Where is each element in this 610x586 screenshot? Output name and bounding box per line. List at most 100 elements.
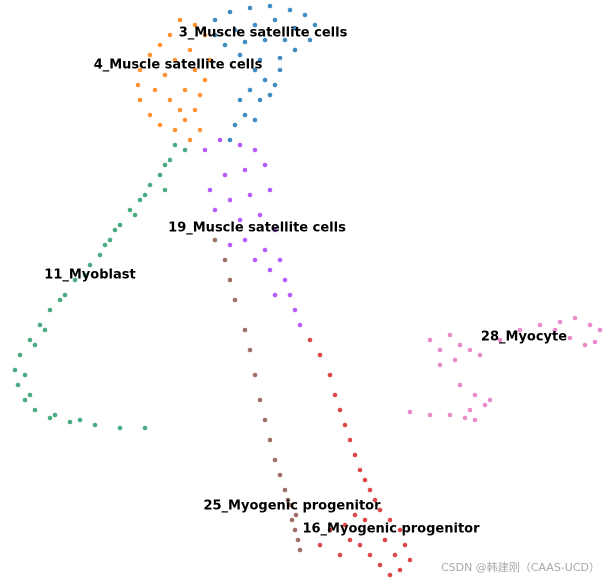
point bbox=[237, 142, 243, 148]
point bbox=[307, 37, 313, 43]
point bbox=[472, 417, 478, 423]
point bbox=[242, 167, 248, 173]
point bbox=[107, 237, 113, 243]
point bbox=[477, 352, 483, 358]
point bbox=[202, 77, 208, 83]
point bbox=[292, 47, 298, 53]
point bbox=[587, 322, 593, 328]
point bbox=[247, 347, 253, 353]
point bbox=[257, 212, 263, 218]
point bbox=[292, 307, 298, 313]
point bbox=[457, 342, 463, 348]
point bbox=[287, 292, 293, 298]
point bbox=[467, 347, 473, 353]
point bbox=[397, 527, 403, 533]
point bbox=[407, 409, 413, 415]
point bbox=[247, 87, 253, 93]
point bbox=[92, 422, 98, 428]
point bbox=[267, 267, 273, 273]
point bbox=[202, 32, 208, 38]
point bbox=[285, 497, 291, 503]
point bbox=[252, 117, 258, 123]
point bbox=[182, 87, 188, 93]
point bbox=[387, 517, 393, 523]
cluster-label: 25_Myogenic progenitor bbox=[203, 499, 381, 514]
point bbox=[167, 157, 173, 163]
point bbox=[317, 542, 323, 548]
point bbox=[327, 527, 333, 533]
point bbox=[567, 335, 573, 341]
point bbox=[297, 547, 303, 553]
point bbox=[277, 55, 283, 61]
point bbox=[427, 412, 433, 418]
point bbox=[327, 372, 333, 378]
point bbox=[552, 327, 558, 333]
point bbox=[295, 537, 301, 543]
point bbox=[32, 342, 38, 348]
point bbox=[82, 272, 88, 278]
point bbox=[427, 337, 433, 343]
point bbox=[227, 277, 233, 283]
point bbox=[447, 412, 453, 418]
point bbox=[227, 197, 233, 203]
point bbox=[202, 147, 208, 153]
point bbox=[292, 527, 298, 533]
point bbox=[67, 419, 73, 425]
point bbox=[437, 362, 443, 368]
point bbox=[312, 22, 318, 28]
point bbox=[207, 187, 213, 193]
point bbox=[287, 502, 293, 508]
point bbox=[157, 172, 163, 178]
point bbox=[147, 182, 153, 188]
point bbox=[207, 57, 213, 63]
point bbox=[172, 57, 178, 63]
point bbox=[262, 162, 268, 168]
point bbox=[289, 517, 295, 523]
point bbox=[382, 537, 388, 543]
point bbox=[267, 437, 273, 443]
point bbox=[242, 327, 248, 333]
point bbox=[377, 507, 383, 513]
point bbox=[177, 17, 183, 23]
point bbox=[222, 257, 228, 263]
point bbox=[272, 82, 278, 88]
point bbox=[242, 39, 248, 45]
point bbox=[172, 127, 178, 133]
point bbox=[307, 337, 313, 343]
point bbox=[47, 307, 53, 313]
point bbox=[262, 417, 268, 423]
point bbox=[32, 407, 38, 413]
labels: 3_Muscle satellite cells 4_Muscle satelli… bbox=[44, 26, 567, 537]
point bbox=[142, 192, 148, 198]
point bbox=[117, 425, 123, 431]
point bbox=[457, 382, 463, 388]
point bbox=[12, 367, 18, 373]
point bbox=[232, 27, 238, 33]
point bbox=[437, 347, 443, 353]
point bbox=[172, 142, 178, 148]
point bbox=[447, 332, 453, 338]
point bbox=[137, 197, 143, 203]
point bbox=[232, 122, 238, 128]
point bbox=[257, 97, 263, 103]
point bbox=[357, 467, 363, 473]
point bbox=[352, 452, 358, 458]
point bbox=[17, 352, 23, 358]
point bbox=[317, 352, 323, 358]
point bbox=[277, 472, 283, 478]
point bbox=[487, 397, 493, 403]
point bbox=[252, 67, 258, 73]
point bbox=[267, 3, 273, 9]
point bbox=[22, 372, 28, 378]
point bbox=[357, 542, 363, 548]
point bbox=[187, 137, 193, 143]
point bbox=[147, 112, 153, 118]
point bbox=[27, 337, 33, 343]
point bbox=[367, 552, 373, 558]
point bbox=[27, 392, 33, 398]
point bbox=[257, 397, 263, 403]
point bbox=[297, 322, 303, 328]
point bbox=[337, 552, 343, 558]
point bbox=[57, 297, 63, 303]
cluster-label: 19_Muscle satellite cells bbox=[168, 221, 346, 236]
